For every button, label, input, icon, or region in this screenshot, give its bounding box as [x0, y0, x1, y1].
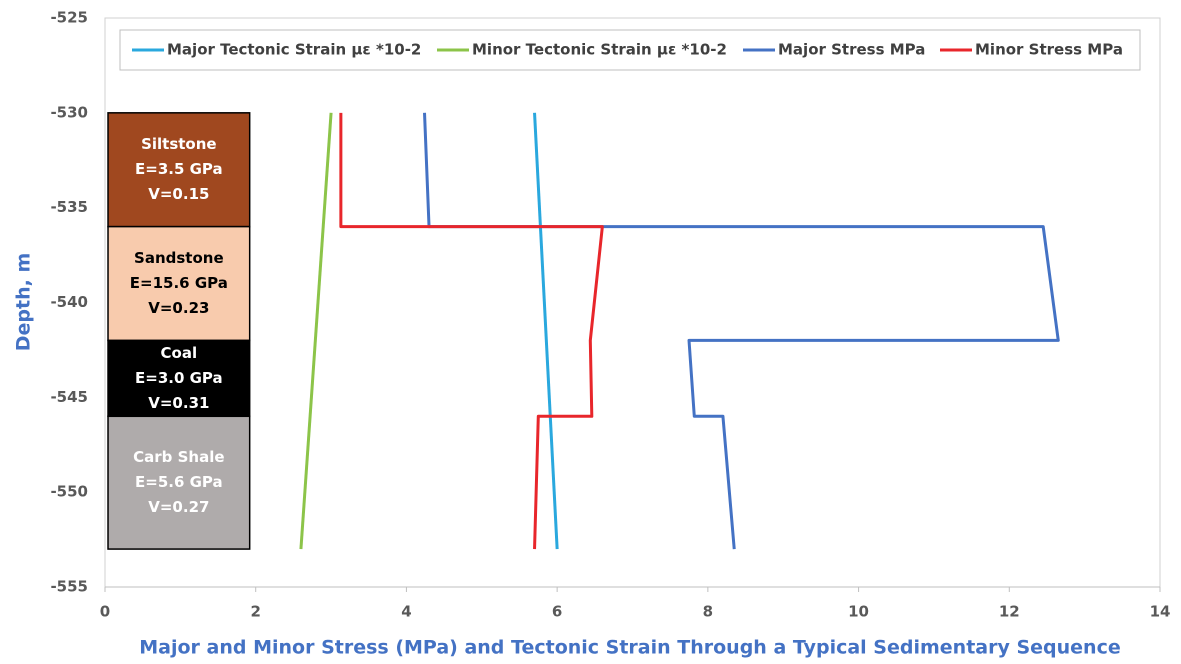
rock-layer — [107, 415, 251, 550]
y-tick-label: -550 — [50, 483, 88, 501]
x-tick-label: 2 — [250, 603, 260, 621]
x-tick-label: 14 — [1150, 603, 1171, 621]
layer-poisson: V=0.15 — [148, 185, 209, 203]
x-tick-label: 8 — [703, 603, 713, 621]
x-tick-label: 6 — [552, 603, 562, 621]
series-line — [423, 112, 1060, 550]
layer-name: Carb Shale — [133, 448, 224, 466]
layer-poisson: V=0.31 — [148, 394, 209, 412]
layer-modulus: E=5.6 GPa — [135, 473, 223, 491]
layer-name: Siltstone — [141, 135, 217, 153]
y-tick-label: -540 — [50, 293, 88, 311]
x-tick-label: 0 — [100, 603, 110, 621]
x-tick-label: 4 — [401, 603, 411, 621]
y-tick-label: -525 — [50, 9, 88, 27]
y-tick-label: -545 — [50, 388, 88, 406]
y-tick-label: -530 — [50, 103, 88, 121]
layer-poisson: V=0.27 — [148, 498, 209, 516]
series-line — [299, 112, 333, 550]
x-axis-title: Major and Minor Stress (MPa) and Tectoni… — [139, 637, 1120, 659]
series-line — [339, 112, 604, 550]
x-tick-label: 12 — [999, 603, 1020, 621]
layer-modulus: E=15.6 GPa — [130, 274, 228, 292]
legend-label: Major Tectonic Strain με *10-2 — [167, 41, 421, 59]
legend-label: Minor Tectonic Strain με *10-2 — [472, 41, 727, 59]
layer-poisson: V=0.23 — [148, 299, 209, 317]
series-line — [533, 112, 559, 550]
y-tick-label: -535 — [50, 198, 88, 216]
layer-modulus: E=3.0 GPa — [135, 369, 223, 387]
plot-frame — [104, 17, 1161, 588]
layer-name: Coal — [161, 344, 198, 362]
layer-name: Sandstone — [134, 249, 224, 267]
legend-label: Major Stress MPa — [778, 41, 925, 59]
legend-label: Minor Stress MPa — [975, 41, 1123, 59]
layer-modulus: E=3.5 GPa — [135, 160, 223, 178]
y-axis-title: Depth, m — [13, 253, 35, 352]
y-tick-label: -555 — [50, 578, 88, 596]
x-tick-label: 10 — [848, 603, 869, 621]
